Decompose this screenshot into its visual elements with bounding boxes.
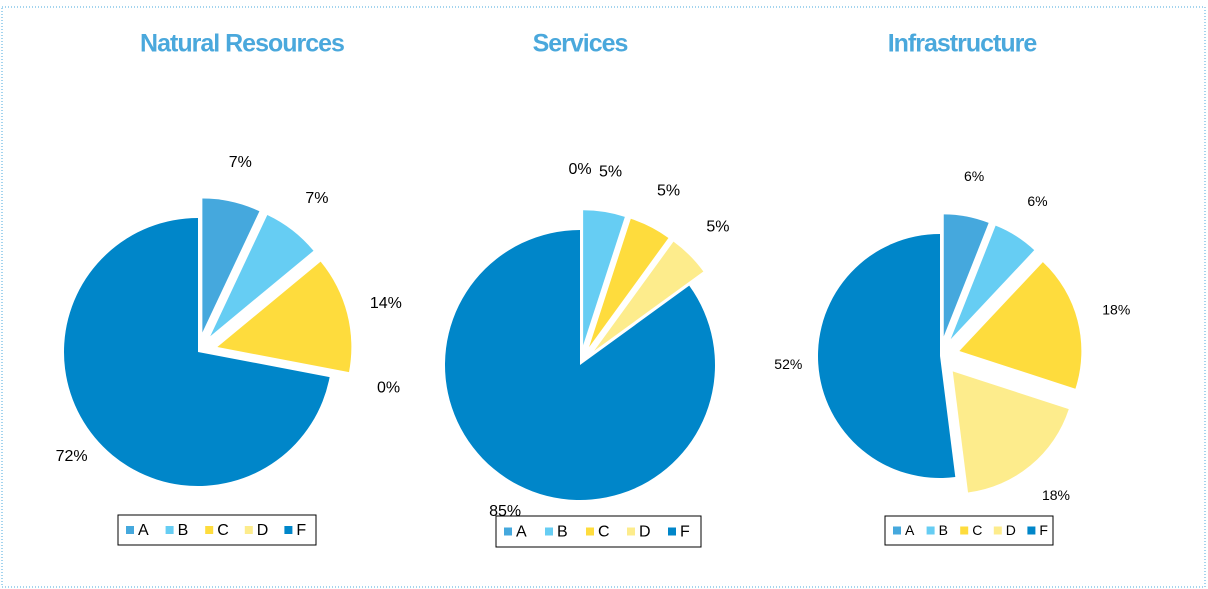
legend-swatch [893,526,901,535]
pie-slice [950,225,1035,340]
legend-label: A [138,522,149,539]
data-label: 7% [305,190,328,207]
legend-label: D [1006,522,1016,538]
pie-slice [202,198,260,333]
data-label: 5% [599,164,622,181]
data-label: 5% [706,218,729,235]
legend-label: F [296,522,306,539]
legend-swatch [993,526,1002,535]
pie-slice [445,230,715,500]
legend-swatch [668,527,676,536]
legend-swatch [284,526,293,534]
legend-swatch [504,527,512,536]
legend-swatch [545,527,553,536]
data-label: 14% [370,295,402,312]
pie-slice [217,261,352,373]
legend-label: F [680,524,690,541]
legend-label: A [516,524,527,541]
chart-title: Natural Resources [140,30,344,58]
pie-slice [959,262,1082,389]
legend-label: C [972,522,982,538]
pie-slice [952,371,1069,493]
data-label: 0% [377,380,400,397]
pie-slice [210,214,314,337]
legend-swatch [126,526,134,534]
data-label: 6% [1027,193,1047,209]
legend-label: B [557,524,568,541]
legend-box [117,514,317,546]
legend-label: F [1039,522,1048,538]
legend-label: B [178,522,189,539]
pie-slice [63,218,330,486]
chart-title: Services [533,30,628,58]
legend-swatch [627,527,635,536]
legend-swatch [926,526,935,535]
legend-swatch [244,526,253,534]
frame [1,6,1206,588]
legend-swatch [960,526,969,535]
pie-slice [594,241,704,351]
data-label: 18% [1042,487,1070,503]
legend-label: B [939,522,948,538]
legend-label: C [217,522,229,539]
pie-slice [589,218,669,348]
legend-swatch [165,526,174,534]
chart-title: Infrastructure [888,30,1038,58]
pie-slice [943,214,989,337]
legend-label: D [257,522,269,539]
data-label: 6% [964,168,984,184]
legend-label: D [639,524,651,541]
legend-swatch [1027,526,1036,535]
pie-slice [583,210,625,346]
legend-swatch [586,527,594,536]
data-label: 18% [1102,301,1130,317]
legend-box [884,515,1054,546]
data-label: 0% [568,161,591,178]
legend-label: A [905,522,915,538]
legend-swatch [205,526,214,534]
data-label: 72% [56,448,88,465]
legend-label: C [598,524,610,541]
legend-box [495,515,702,548]
data-label: 52% [774,356,802,372]
data-label: 7% [229,154,252,171]
data-label: 5% [657,182,680,199]
pie-slice [817,234,956,478]
